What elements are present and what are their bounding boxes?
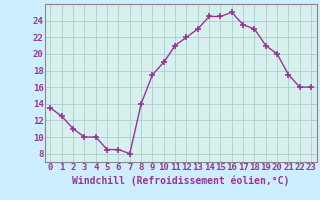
X-axis label: Windchill (Refroidissement éolien,°C): Windchill (Refroidissement éolien,°C) xyxy=(72,175,290,186)
